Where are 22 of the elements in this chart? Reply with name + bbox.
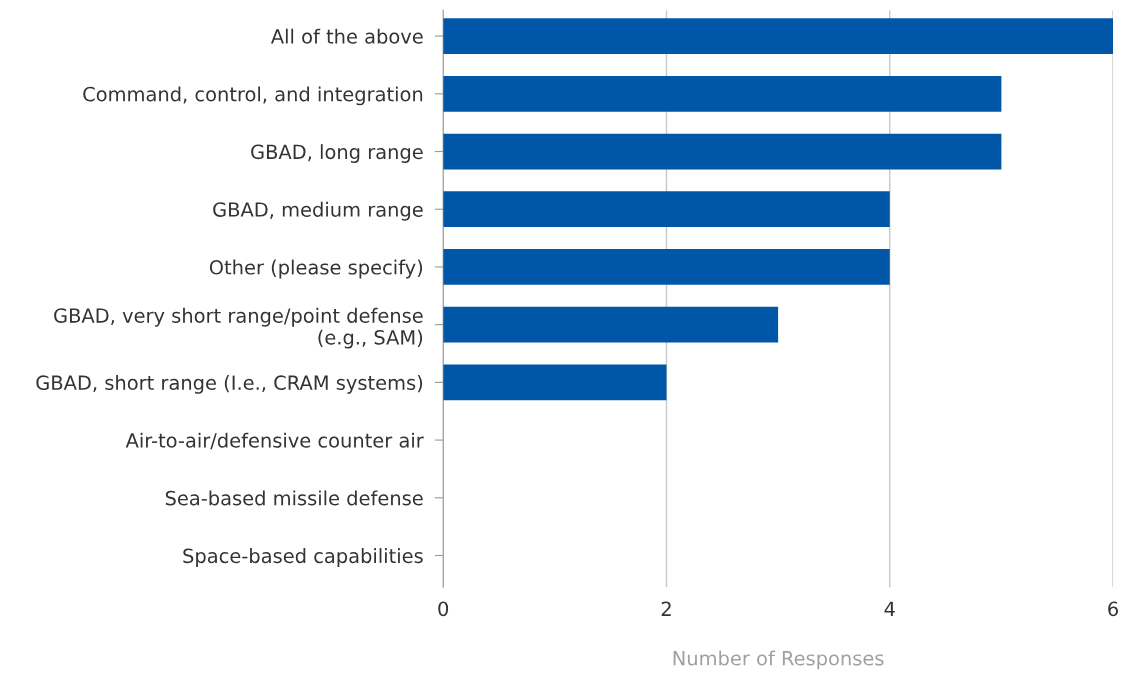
y-tick-label: GBAD, long range (251, 144, 423, 163)
bar (443, 133, 1002, 170)
y-tick-label: GBAD, medium range (213, 201, 423, 221)
y-tick-label: Command, control, and integration (83, 86, 423, 106)
y-tick-label: All of the above (270, 28, 423, 44)
x-axis-title: Number of Responses (673, 650, 884, 670)
bar (443, 306, 779, 343)
y-tick-label: GBAD, very short range/point defense (e.g., SAM) (54, 307, 423, 349)
bar (443, 75, 1002, 112)
x-tick-label: 0 (438, 601, 449, 617)
y-tick-label: Air-to-air/defensive counter air (125, 432, 424, 450)
x-tick-label: 4 (884, 601, 895, 616)
x-tick-label: 2 (661, 601, 671, 616)
y-tick-label: Sea-based missile defense (165, 490, 423, 506)
bar (443, 249, 890, 285)
x-tick-label: 6 (1108, 601, 1118, 617)
y-tick-label: Other (please specify) (209, 259, 423, 279)
y-tick-label: GBAD, short range (I.e., CRAM systems) (36, 374, 423, 394)
bar (443, 364, 667, 401)
y-tick-label: Space-based capabilities (183, 548, 423, 567)
bar (443, 18, 1114, 54)
bar (443, 191, 890, 228)
